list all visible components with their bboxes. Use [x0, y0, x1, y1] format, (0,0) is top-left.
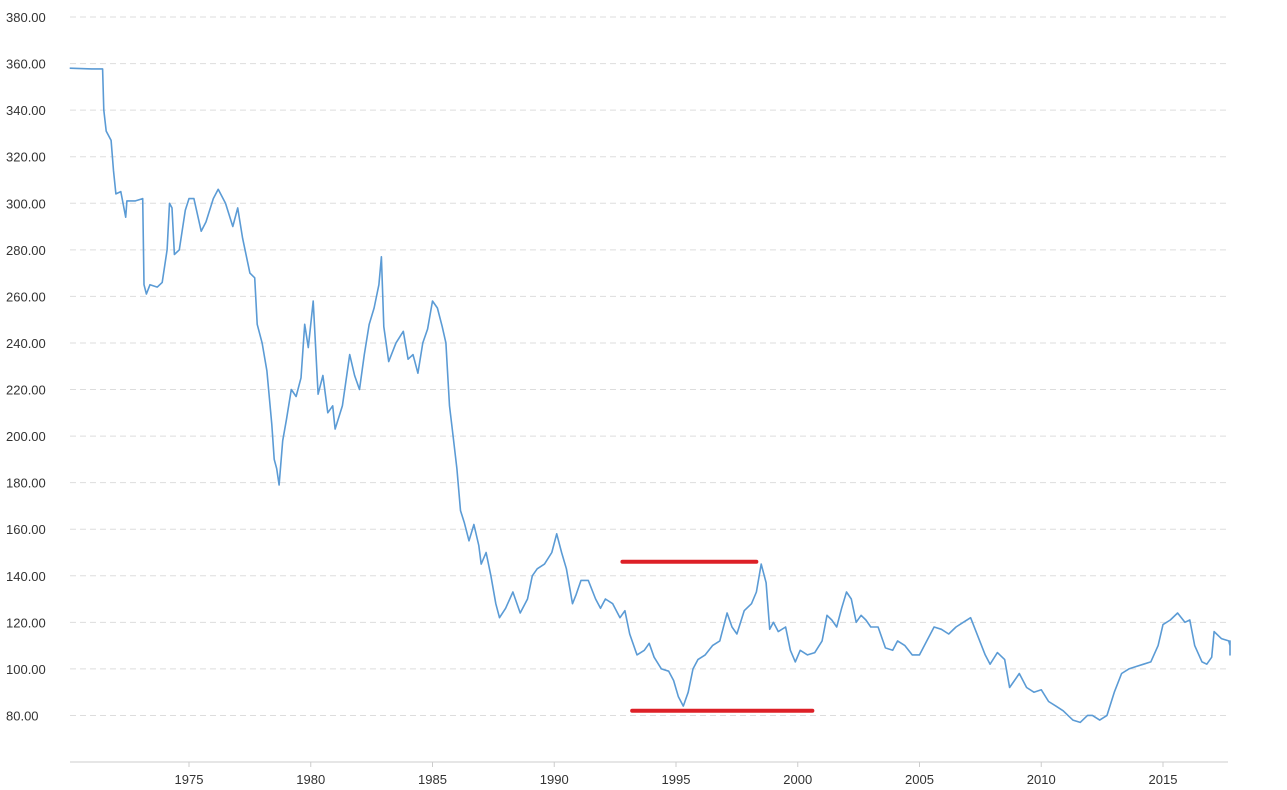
y-tick-label: 240.00: [6, 336, 46, 351]
x-tick-label: 2005: [905, 772, 934, 787]
y-tick-label: 140.00: [6, 569, 46, 584]
y-tick-label: 280.00: [6, 243, 46, 258]
x-tick-label: 1980: [296, 772, 325, 787]
x-tick-label: 1995: [662, 772, 691, 787]
x-tick-label: 2015: [1149, 772, 1178, 787]
x-tick-label: 1975: [175, 772, 204, 787]
x-axis: 1975 1980 1985 1990 1995 2000 2005 2010 2015: [70, 761, 1228, 787]
x-tick-label: 1985: [418, 772, 447, 787]
series-layer: [69, 67, 1231, 724]
x-tick-label: 1990: [540, 772, 569, 787]
y-tick-label: 380.00: [6, 10, 46, 25]
y-tick-label: 100.00: [6, 662, 46, 677]
series-line-0: [69, 67, 1231, 724]
y-tick-label: 120.00: [6, 615, 46, 630]
y-axis: 380.00 360.00 340.00 320.00 300.00 280.00 260.…: [6, 10, 46, 723]
y-tick-label: 340.00: [6, 103, 46, 118]
y-tick-label: 180.00: [6, 476, 46, 491]
y-tick-label: 300.00: [6, 196, 46, 211]
y-tick-label: 360.00: [6, 57, 46, 72]
annotation-layer: [620, 559, 815, 713]
x-tick-label: 2010: [1027, 772, 1056, 787]
y-tick-label: 80.00: [6, 708, 39, 723]
y-tick-label: 220.00: [6, 383, 46, 398]
y-tick-label: 160.00: [6, 522, 46, 537]
grid-lines: [70, 16, 1228, 716]
y-tick-label: 200.00: [6, 429, 46, 444]
x-tick-label: 2000: [783, 772, 812, 787]
y-tick-label: 320.00: [6, 150, 46, 165]
y-tick-label: 260.00: [6, 289, 46, 304]
